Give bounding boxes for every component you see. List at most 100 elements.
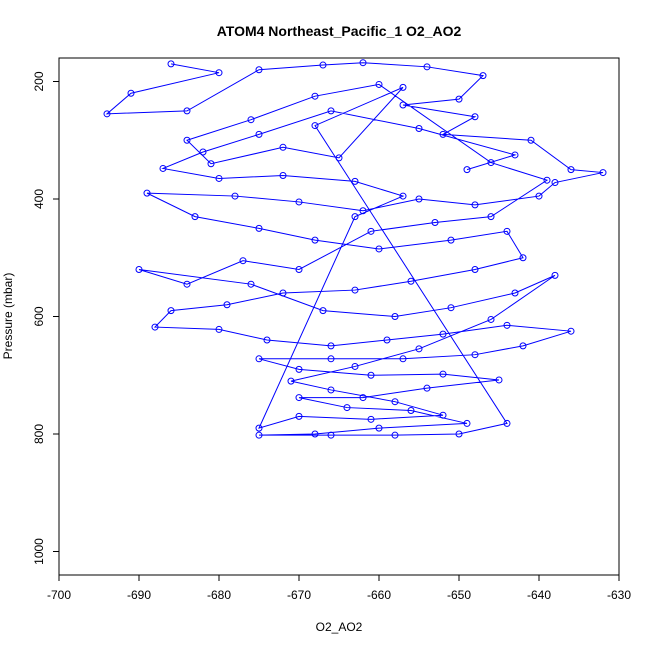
x-tick-label: -630: [607, 588, 631, 602]
x-tick-label: -660: [367, 588, 391, 602]
data-point: [327, 107, 335, 115]
data-point: [311, 122, 319, 130]
data-point: [519, 254, 527, 262]
data-point: [247, 280, 255, 288]
data-point: [487, 213, 495, 221]
data-point: [215, 174, 223, 182]
data-point: [183, 136, 191, 144]
data-point: [255, 424, 263, 432]
data-point: [375, 245, 383, 253]
data-point: [463, 419, 471, 427]
x-tick-label: -640: [527, 588, 551, 602]
data-point: [399, 101, 407, 109]
data-point: [351, 177, 359, 185]
data-point: [295, 412, 303, 420]
y-axis-label: Pressure (mbar): [1, 273, 15, 360]
data-point: [423, 63, 431, 71]
data-point: [399, 192, 407, 200]
x-tick-label: -670: [287, 588, 311, 602]
data-point: [519, 342, 527, 350]
data-point: [327, 431, 335, 439]
data-point: [471, 113, 479, 121]
data-point: [311, 430, 319, 438]
data-point: [215, 69, 223, 77]
data-point: [543, 176, 551, 184]
data-point: [159, 164, 167, 172]
data-point: [407, 277, 415, 285]
data-point: [391, 313, 399, 320]
data-point: [471, 201, 479, 209]
data-point: [567, 166, 575, 174]
data-point: [471, 266, 479, 273]
data-point: [535, 192, 543, 200]
x-tick-label: -680: [207, 588, 231, 602]
data-point: [359, 59, 367, 67]
data-point: [287, 377, 295, 385]
data-point: [511, 289, 519, 297]
data-point: [103, 110, 111, 118]
data-point: [327, 342, 335, 350]
data-point: [207, 160, 215, 168]
data-point: [335, 154, 343, 162]
data-point: [351, 213, 359, 221]
y-axis: 200 400 600 800 1000: [32, 71, 60, 565]
data-point: [367, 227, 375, 235]
data-point: [319, 307, 327, 315]
data-point: [143, 189, 151, 197]
data-point: [399, 83, 407, 91]
data-point: [367, 415, 375, 423]
data-point: [439, 330, 447, 338]
data-point: [359, 207, 367, 215]
data-point: [439, 130, 447, 138]
data-point: [327, 355, 335, 363]
data-point: [343, 404, 351, 412]
data-point: [327, 386, 335, 394]
data-point: [295, 365, 303, 373]
y-tick-label: 600: [32, 306, 46, 326]
data-point: [311, 92, 319, 100]
data-point: [255, 130, 263, 138]
data-point: [567, 327, 575, 335]
x-axis-label: O2_AO2: [316, 620, 363, 634]
data-point: [455, 430, 463, 438]
data-point: [463, 166, 471, 174]
data-point: [295, 266, 303, 273]
data-point: [383, 336, 391, 344]
data-point: [447, 236, 455, 244]
data-point: [151, 323, 159, 331]
data-point: [367, 371, 375, 379]
data-point: [215, 325, 223, 333]
data-point: [295, 394, 303, 402]
data-point: [431, 219, 439, 226]
data-point: [351, 362, 359, 370]
data-point: [407, 407, 415, 414]
data-point: [399, 355, 407, 363]
y-tick-label: 1000: [32, 538, 46, 565]
data-point: [551, 179, 559, 187]
series-lines: [105, 62, 604, 436]
data-point: [183, 107, 191, 115]
x-axis: -700 -690 -680 -670 -660 -650 -640 -630: [47, 574, 631, 602]
data-point: [255, 66, 263, 74]
data-point: [439, 370, 447, 378]
data-point: [279, 172, 287, 179]
data-point: [279, 289, 287, 297]
x-tick-label: -700: [47, 588, 71, 602]
data-point: [247, 116, 255, 124]
series-points: [103, 59, 607, 439]
x-tick-label: -690: [127, 588, 151, 602]
data-point: [455, 95, 463, 103]
data-point: [487, 315, 495, 323]
y-tick-label: 200: [32, 71, 46, 91]
data-point: [255, 431, 263, 439]
data-point: [359, 394, 367, 402]
data-point: [263, 336, 271, 344]
data-point: [423, 384, 431, 392]
data-point: [295, 198, 303, 206]
data-point: [231, 192, 239, 200]
data-point: [503, 419, 511, 427]
data-point: [599, 169, 607, 177]
data-point: [319, 61, 327, 69]
